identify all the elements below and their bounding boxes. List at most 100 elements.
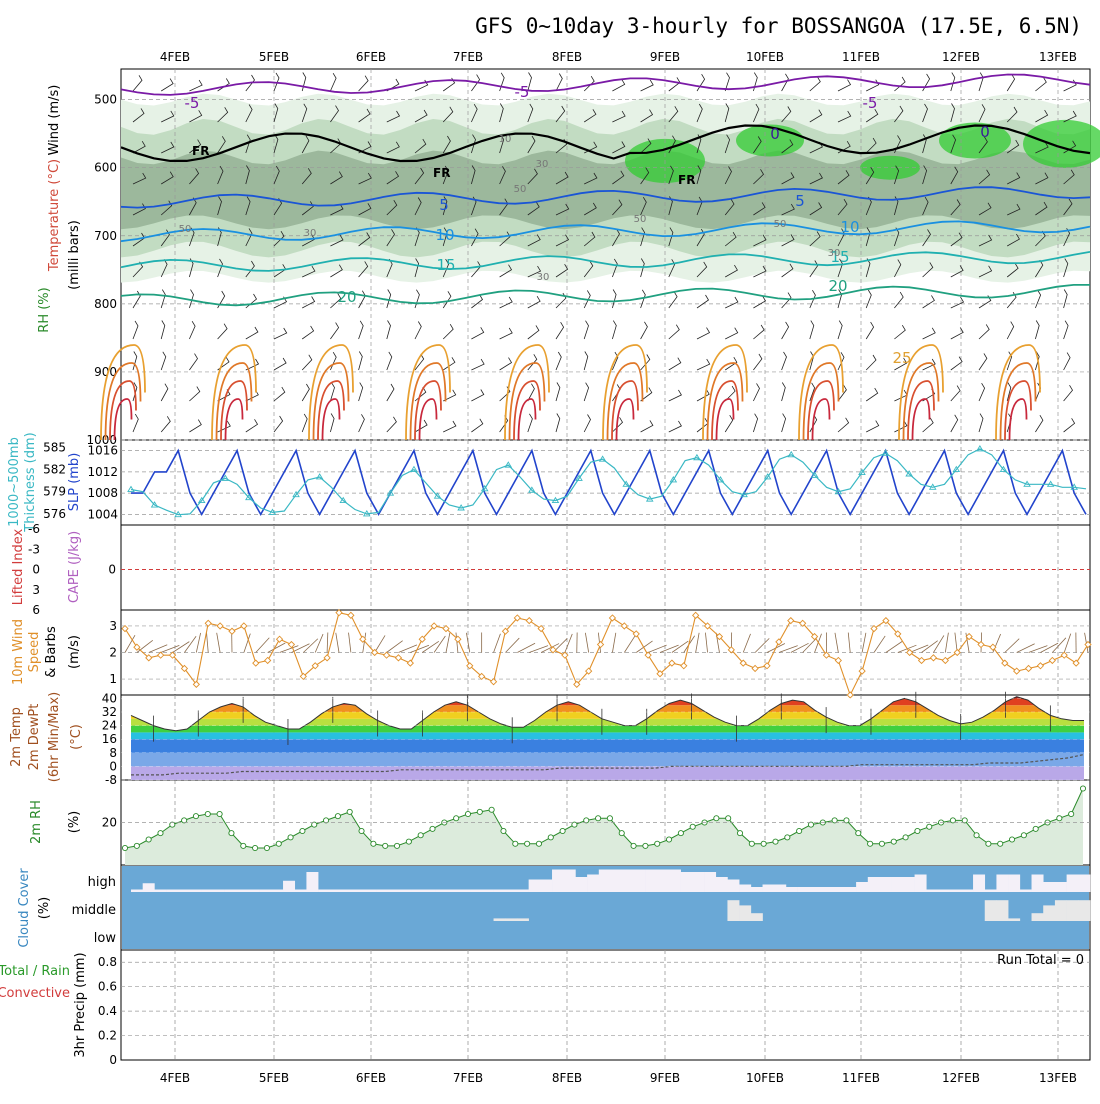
wind-ylabel: (m/s): [67, 635, 82, 669]
temp-color-band: [121, 766, 1090, 780]
surface-wind-barb: [624, 636, 635, 653]
rh2m-marker: [690, 824, 695, 829]
upper-wind-barb: [443, 421, 456, 432]
li-tick-label: 6: [32, 603, 40, 617]
surface-wind-barb: [125, 635, 135, 652]
cloud-bar-high: [575, 877, 587, 892]
rh-contour-label: 50: [514, 184, 527, 195]
rh-contour-label: 30: [536, 159, 549, 170]
cloud-bar-middle: [494, 918, 506, 921]
rh2m-marker: [276, 841, 281, 846]
top-date-label: 11FEB: [842, 50, 880, 64]
upper-wind-barb: [302, 414, 307, 432]
rh2m-marker: [678, 831, 683, 836]
precip-tick-label: 0: [109, 1053, 117, 1067]
upper-wind-barb: [189, 80, 202, 91]
temp-color-band: [121, 732, 1090, 739]
cloud-bar-high: [201, 890, 213, 893]
bottom-date-label: 8FEB: [552, 1071, 582, 1085]
cloud-level-label: low: [94, 931, 117, 946]
upper-wind-barb: [359, 291, 366, 308]
surface-wind-barb: [886, 641, 903, 652]
upper-wind-barb: [246, 294, 257, 308]
upper-air-ylabel: Temperature (°C): [47, 159, 62, 272]
cloud-bar-high: [517, 890, 529, 893]
warm-contour: [717, 399, 734, 440]
temp-color-band: [121, 705, 1090, 712]
wind-ylabel: & Barbs: [44, 626, 59, 678]
upper-wind-barb: [894, 325, 905, 339]
wind-tick-label: 3: [109, 619, 117, 633]
rh2m-marker: [477, 809, 482, 814]
rh2m-marker: [264, 845, 269, 850]
upper-wind-barb: [866, 355, 876, 370]
rh-contour-label: 50: [774, 219, 787, 230]
surface-wind-barb: [696, 633, 699, 653]
cloud-bar-high: [482, 890, 494, 893]
wind-speed-marker: [871, 626, 877, 632]
upper-wind-barb: [866, 421, 879, 432]
chart-title: GFS 0~10day 3-hourly for BOSSANGOA (17.5…: [475, 14, 1082, 38]
cloud-bar-high: [178, 890, 190, 893]
rh2m-marker: [430, 826, 435, 831]
bottom-date-label: 6FEB: [356, 1071, 386, 1085]
pressure-tick-label: 600: [94, 161, 117, 175]
rh2m-marker: [1009, 837, 1014, 842]
upper-wind-barb: [274, 358, 286, 370]
cloud-bar-middle: [739, 905, 751, 921]
warm-contour: [309, 345, 353, 440]
upper-wind-barb: [556, 74, 562, 92]
rh2m-marker: [158, 831, 163, 836]
upper-wind-barb: [471, 327, 483, 339]
upper-wind-barb: [302, 355, 312, 370]
surface-wind-barb: [993, 634, 1001, 652]
freezing-label: FR: [192, 144, 209, 158]
surface-wind-barb: [705, 633, 707, 653]
rh2m-area: [125, 789, 1083, 866]
cloud-bar-high: [727, 880, 739, 893]
upper-wind-barb: [359, 383, 363, 401]
upper-wind-barb: [697, 74, 705, 91]
cloud-bar-high: [973, 875, 985, 893]
rh2m-marker: [903, 835, 908, 840]
surface-wind-barb: [636, 641, 652, 653]
upper-wind-barb: [810, 321, 814, 339]
upper-wind-barb: [923, 328, 936, 339]
cloud-bar-high: [611, 870, 623, 893]
cloud-bar-high: [412, 890, 424, 893]
cloud-bar-high: [763, 885, 775, 893]
wind-speed-marker: [395, 655, 401, 661]
rh2m-marker: [619, 831, 624, 836]
temp-color-band: [121, 739, 1090, 753]
rh-contour-label: 30: [304, 228, 317, 239]
rh2m-marker: [205, 811, 210, 816]
rh2m-marker: [252, 845, 257, 850]
cloud-bar-high: [739, 885, 751, 893]
rh2m-marker: [383, 843, 388, 848]
upper-wind-barb: [951, 297, 964, 308]
upper-wind-barb: [387, 384, 394, 401]
wind-speed-marker: [122, 626, 128, 632]
cloud-bar-high: [833, 887, 845, 892]
upper-wind-barb: [387, 290, 391, 309]
li-tick-label: -3: [28, 542, 40, 556]
rh2m-marker: [879, 841, 884, 846]
surface-wind-barb: [835, 633, 838, 653]
upper-wind-barb: [753, 354, 762, 370]
rh2m-marker: [785, 835, 790, 840]
upper-wind-barb: [641, 322, 648, 339]
upper-wind-barb: [782, 293, 791, 308]
rh2m-marker: [868, 841, 873, 846]
wind-speed-marker: [823, 652, 829, 658]
rh2m-marker: [749, 841, 754, 846]
rh2m-marker: [288, 835, 293, 840]
upper-wind-barb: [443, 324, 453, 339]
rh2m-marker: [607, 816, 612, 821]
upper-wind-barb: [923, 74, 930, 91]
upper-wind-barb: [923, 295, 935, 308]
slp-tick-label: 1016: [87, 444, 118, 458]
upper-wind-barb: [302, 297, 314, 309]
rh2m-marker: [666, 837, 671, 842]
precip-tick-label: 0.2: [98, 1029, 117, 1043]
wind-speed-marker: [645, 652, 651, 658]
